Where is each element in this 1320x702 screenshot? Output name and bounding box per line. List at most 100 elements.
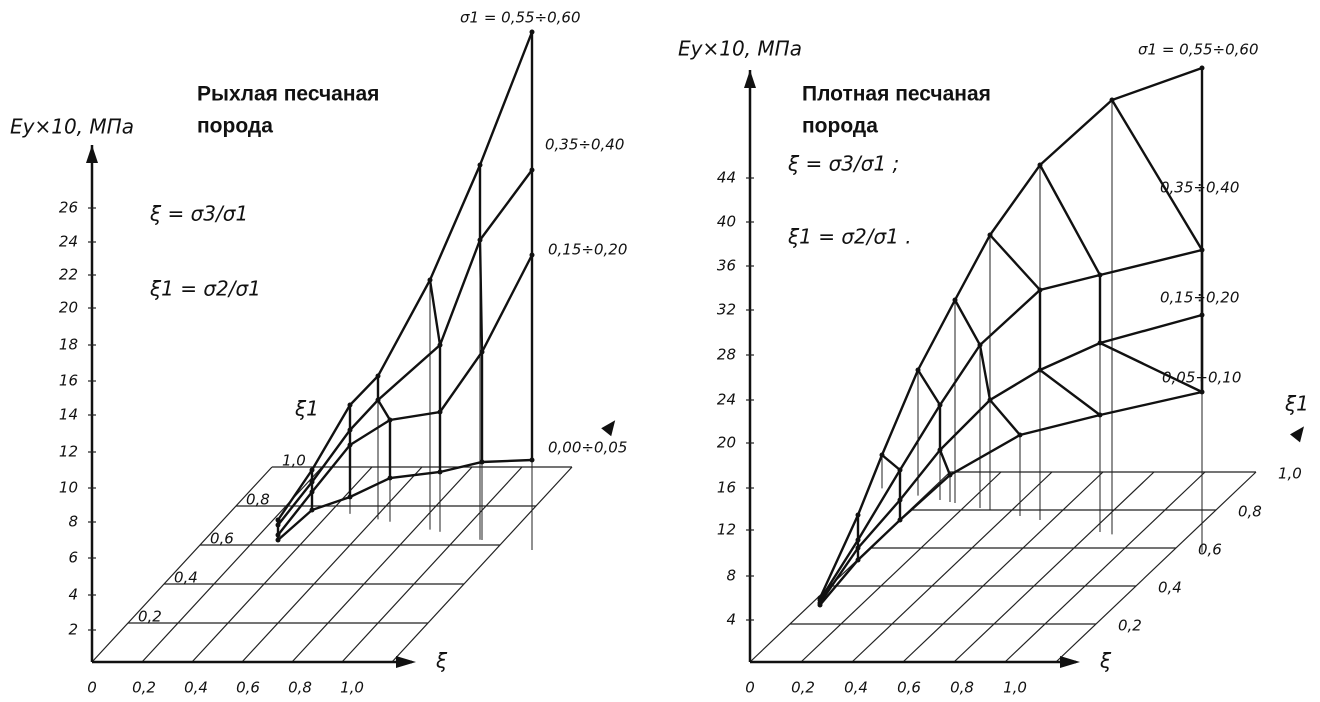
floor-line xyxy=(291,466,473,663)
y-tick-label: 32 xyxy=(717,301,736,319)
x-arrow xyxy=(1060,656,1080,668)
surface-curve xyxy=(277,254,534,536)
surface-curve xyxy=(818,66,1203,599)
cross-curve xyxy=(376,376,392,478)
y-tick-label: 28 xyxy=(717,346,736,364)
y-tick-label: 26 xyxy=(59,199,78,217)
y-tick-label: 16 xyxy=(59,372,78,390)
depth-axis-label: ξ1 xyxy=(1284,392,1309,416)
y-tick-label: 16 xyxy=(717,479,736,497)
x-tick-label: 1,0 xyxy=(340,679,364,697)
cross-curve xyxy=(478,165,484,462)
y-arrow xyxy=(86,145,98,163)
cross-curve xyxy=(1038,164,1203,394)
y-tick-label: 6 xyxy=(68,549,78,567)
floor-line xyxy=(851,471,1053,663)
surface-curve xyxy=(818,248,1203,601)
floor-line xyxy=(191,466,373,663)
formula: ξ = σ3/σ1 xyxy=(149,202,248,226)
depth-tick-label: 0,6 xyxy=(210,530,234,548)
y-tick-label: 14 xyxy=(59,406,78,424)
x-tick-label: 0 xyxy=(87,679,97,697)
depth-tick-label: 0,6 xyxy=(1198,541,1222,559)
y-tick-label: 40 xyxy=(717,213,736,231)
x-axis-label: ξ xyxy=(1099,649,1112,673)
x-tick-label: 0,6 xyxy=(236,679,260,697)
cross-curve xyxy=(989,234,1101,416)
y-tick-label: 12 xyxy=(717,521,736,539)
floor-line xyxy=(341,466,523,663)
curve-label: 0,00÷0,05 xyxy=(548,439,627,457)
y-tick-label: 12 xyxy=(59,443,78,461)
x-tick-label: 0,6 xyxy=(897,679,921,697)
depth-axis-label: ξ1 xyxy=(294,397,319,421)
y-tick-label: 8 xyxy=(726,567,736,585)
curve-label: σ1 = 0,55÷0,60 xyxy=(460,9,581,27)
depth-tick-label: 0,2 xyxy=(138,608,162,626)
x-tick-label: 0,4 xyxy=(184,679,208,697)
cross-curve xyxy=(881,454,902,520)
curve-label: 0,15÷0,20 xyxy=(1160,289,1239,307)
depth-arrow xyxy=(1290,426,1304,443)
panel-title: Рыхлая песчаная xyxy=(197,83,379,106)
x-tick-label: 0,4 xyxy=(844,679,868,697)
x-tick-label: 0,2 xyxy=(791,679,815,697)
x-tick-label: 0,8 xyxy=(288,679,312,697)
formula: ξ1 = σ2/σ1 xyxy=(149,277,261,301)
y-tick-label: 20 xyxy=(717,434,736,452)
depth-arrow xyxy=(601,420,616,437)
depth-tick-label: 0,8 xyxy=(246,491,270,509)
floor-line xyxy=(91,466,273,663)
x-axis-label: ξ xyxy=(435,649,448,673)
panel-title: порода xyxy=(802,115,878,138)
floor-line xyxy=(1004,471,1206,663)
depth-tick-label: 1,0 xyxy=(282,452,306,470)
depth-tick-label: 1,0 xyxy=(1278,465,1302,483)
y-tick-label: 8 xyxy=(68,513,78,531)
curve-label: 0,35÷0,40 xyxy=(1160,179,1239,197)
x-arrow xyxy=(396,656,416,668)
formula: ξ1 = σ2/σ1 . xyxy=(787,225,912,249)
y-tick-label: 44 xyxy=(717,169,736,187)
y-tick-label: 22 xyxy=(59,266,78,284)
curve-label: σ1 = 0,55÷0,60 xyxy=(1138,41,1259,59)
x-tick-label: 0 xyxy=(745,679,755,697)
curve-label: 0,15÷0,20 xyxy=(548,241,627,259)
y-axis-label: Ey×10, МПа xyxy=(678,37,802,61)
y-tick-label: 4 xyxy=(726,611,736,629)
y-tick-label: 24 xyxy=(59,233,78,251)
floor-line xyxy=(241,466,423,663)
x-tick-label: 0,2 xyxy=(132,679,156,697)
depth-tick-label: 0,8 xyxy=(1238,503,1262,521)
depth-tick-label: 0,2 xyxy=(1118,617,1142,635)
y-tick-label: 18 xyxy=(59,336,78,354)
cross-curve xyxy=(428,279,442,472)
y-tick-label: 10 xyxy=(59,479,78,497)
floor-line xyxy=(902,471,1104,663)
floor-line xyxy=(391,466,573,663)
y-tick-label: 36 xyxy=(717,257,736,275)
floor-line xyxy=(953,471,1155,663)
floor-line xyxy=(800,471,1002,663)
cross-curve xyxy=(1110,99,1204,392)
y-tick-label: 4 xyxy=(68,586,78,604)
y-tick-label: 24 xyxy=(717,391,736,409)
cross-curve xyxy=(916,369,952,476)
formula: ξ = σ3/σ1 ; xyxy=(787,152,899,176)
surface-curve xyxy=(819,313,1203,604)
y-arrow xyxy=(744,70,756,88)
curve-label: 0,35÷0,40 xyxy=(545,136,624,154)
depth-tick-label: 0,4 xyxy=(1158,579,1182,597)
surface-curve xyxy=(277,169,533,526)
x-tick-label: 1,0 xyxy=(1003,679,1027,697)
y-tick-label: 20 xyxy=(59,299,78,317)
y-axis-label: Ey×10, МПа xyxy=(10,115,134,139)
y-tick-label: 2 xyxy=(68,621,78,639)
cross-curve xyxy=(953,299,1021,436)
floor-line xyxy=(1055,471,1257,663)
panel-title: Плотная песчаная xyxy=(802,83,991,106)
panel-title: порода xyxy=(197,115,273,138)
depth-tick-label: 0,4 xyxy=(174,569,198,587)
x-tick-label: 0,8 xyxy=(950,679,974,697)
